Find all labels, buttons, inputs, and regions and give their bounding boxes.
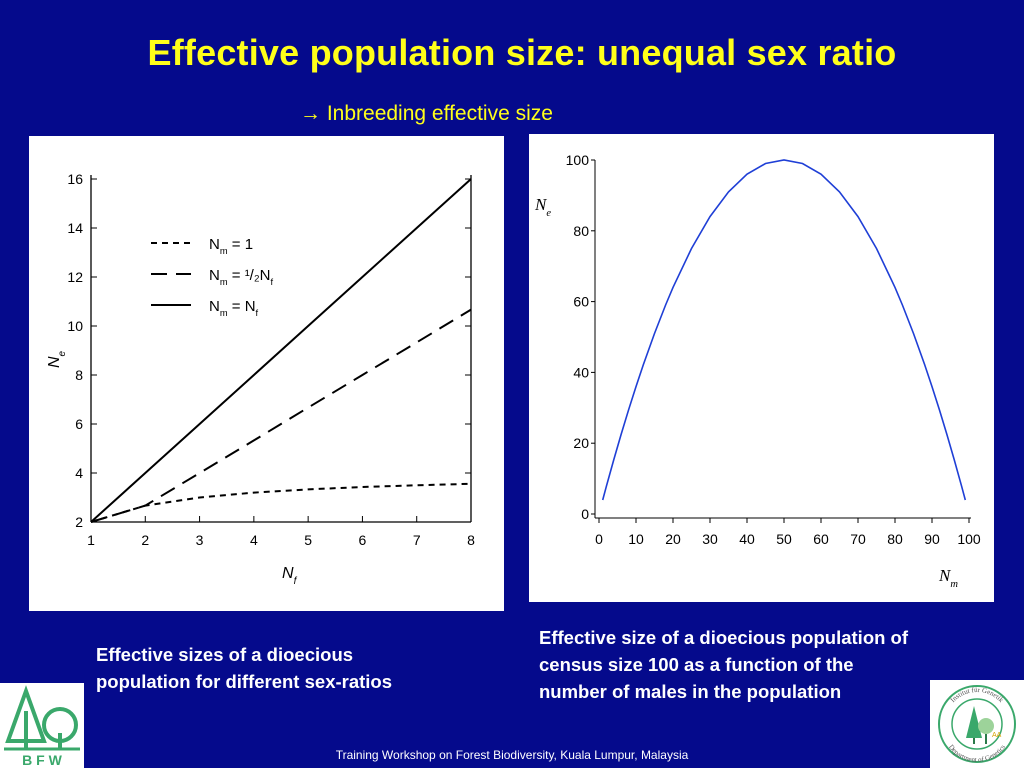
series-line-ne bbox=[601, 159, 967, 501]
x-axis-label: Nf bbox=[282, 565, 298, 587]
bfw-logo: B F W bbox=[0, 683, 84, 768]
slide-subtitle: → Inbreeding effective size bbox=[300, 102, 553, 125]
series-line-1 bbox=[90, 482, 472, 523]
x-tick-label: 20 bbox=[665, 531, 681, 547]
series-line-3 bbox=[90, 178, 472, 523]
y-tick-label: 60 bbox=[573, 294, 589, 310]
x-tick-label: 0 bbox=[595, 531, 603, 547]
y-tick-label: 16 bbox=[67, 171, 83, 187]
x-tick-label: 30 bbox=[702, 531, 718, 547]
x-tick-label: 80 bbox=[887, 531, 903, 547]
y-tick-label: 80 bbox=[573, 223, 589, 239]
y-tick-label: 10 bbox=[67, 318, 83, 334]
x-tick-label: 90 bbox=[924, 531, 940, 547]
svg-text:AA: AA bbox=[992, 732, 1002, 739]
x-tick-label: 10 bbox=[628, 531, 644, 547]
x-tick-label: 1 bbox=[87, 532, 95, 548]
y-tick-label: 4 bbox=[75, 465, 83, 481]
department-of-genetics-seal-icon: AA Institut für Genetik Department of Ge… bbox=[938, 685, 1016, 764]
y-tick-label: 6 bbox=[75, 416, 83, 432]
y-tick-label: 8 bbox=[75, 367, 83, 383]
y-tick-label: 12 bbox=[67, 269, 83, 285]
caption-sex-ratios: Effective sizes of a dioecious populatio… bbox=[96, 644, 393, 692]
x-tick-label: 8 bbox=[467, 532, 475, 548]
x-tick-label: 7 bbox=[413, 532, 421, 548]
y-tick-label: 14 bbox=[67, 220, 83, 236]
y-axis-label: Ne bbox=[534, 195, 551, 219]
x-tick-label: 100 bbox=[957, 531, 981, 547]
y-tick-label: 40 bbox=[573, 364, 589, 380]
y-tick-label: 20 bbox=[573, 435, 589, 451]
x-tick-label: 6 bbox=[359, 532, 367, 548]
x-tick-label: 2 bbox=[141, 532, 149, 548]
caption-males: Effective size of a dioecious population… bbox=[539, 627, 909, 702]
x-axis-label: Nm bbox=[938, 566, 958, 590]
x-tick-label: 5 bbox=[304, 532, 312, 548]
chart-panel-sex-ratios: 2 4 6 8 10 12 14 16 1 2 3 4 5 6 7 8 Nf Ne Nm = 1 Nm = ¹/₂Nf… bbox=[29, 136, 504, 611]
y-tick-label: 100 bbox=[566, 152, 590, 168]
series-line-2 bbox=[90, 308, 472, 523]
x-tick-label: 3 bbox=[196, 532, 204, 548]
slide-title: Effective population size: unequal sex r… bbox=[147, 32, 897, 73]
chart-panel-males: 0 20 40 60 80 100 0 10 20 30 40 50 60 70 80 90 100 Nm Ne bbox=[529, 134, 994, 602]
x-tick-label: 50 bbox=[776, 531, 792, 547]
x-tick-label: 40 bbox=[739, 531, 755, 547]
y-tick-label: 0 bbox=[581, 506, 589, 522]
footer-text: Training Workshop on Forest Biodiversity… bbox=[335, 748, 689, 762]
chart-males: 0 20 40 60 80 100 0 10 20 30 40 50 60 70 80 90 100 Nm Ne bbox=[534, 152, 981, 590]
legend-label: Nm = Nf bbox=[209, 298, 259, 318]
x-tick-label: 60 bbox=[813, 531, 829, 547]
x-tick-label: 70 bbox=[850, 531, 866, 547]
bfw-logo-text: B F W bbox=[22, 752, 62, 768]
bfw-tree-logo-icon: B F W bbox=[4, 685, 80, 768]
x-tick-label: 4 bbox=[250, 532, 258, 548]
legend-label: Nm = ¹/₂Nf bbox=[209, 267, 274, 287]
y-axis-label: Ne bbox=[46, 350, 68, 368]
y-tick-label: 2 bbox=[75, 514, 83, 530]
legend-label: Nm = 1 bbox=[209, 236, 253, 256]
genetics-department-logo: AA Institut für Genetik Department of Ge… bbox=[930, 680, 1024, 768]
